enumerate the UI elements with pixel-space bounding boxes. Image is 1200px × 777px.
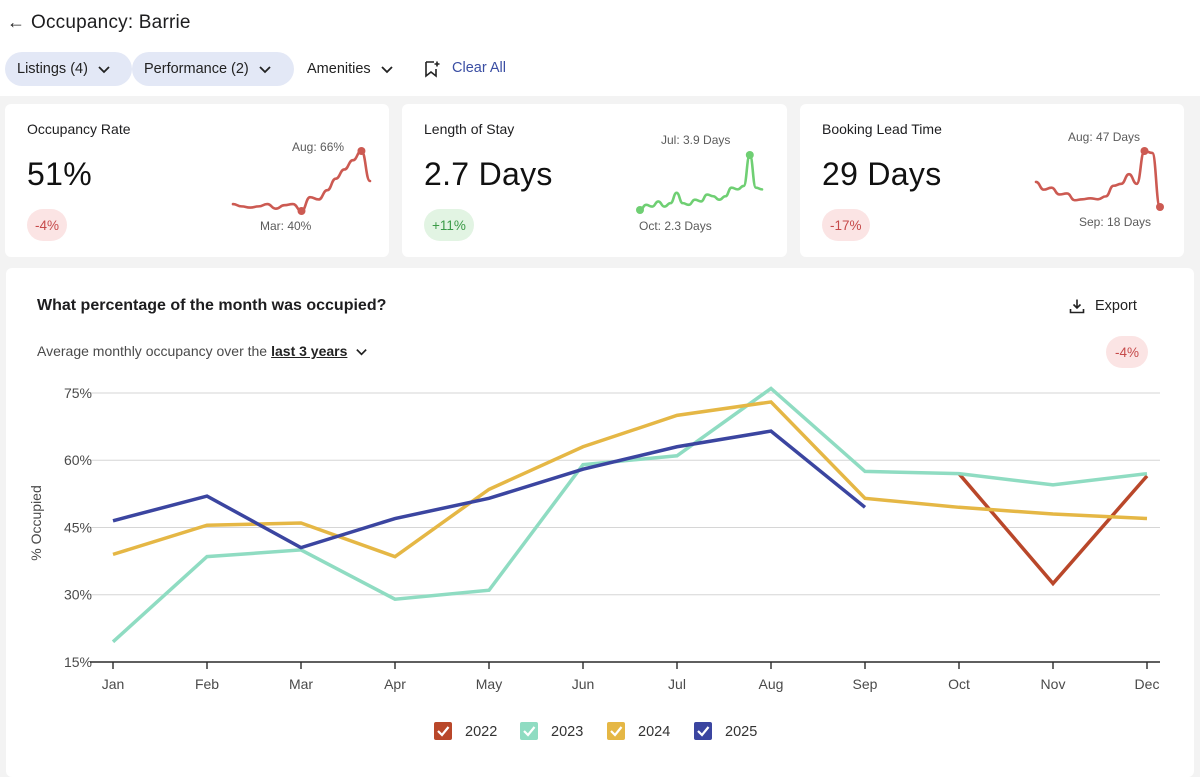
spark-max-label: Jul: 3.9 Days <box>661 133 731 147</box>
period-selector[interactable]: last 3 years <box>271 343 348 359</box>
filter-listings[interactable]: Listings (4) <box>5 52 132 86</box>
y-tick-label: 15% <box>64 654 92 670</box>
filter-amenities-label: Amenities <box>307 61 371 77</box>
spark-min-label: Mar: 40% <box>260 219 312 233</box>
legend-checkbox <box>434 722 452 740</box>
change-badge: -4% <box>27 209 68 241</box>
change-badge: -17% <box>822 209 870 241</box>
x-tick-label: Sep <box>853 676 878 692</box>
legend-label: 2025 <box>725 724 757 740</box>
check-icon <box>697 726 710 737</box>
download-icon <box>1069 299 1085 314</box>
x-tick-label: Jan <box>102 676 125 692</box>
legend-item-2024[interactable]: 2024 <box>607 722 670 740</box>
card-length-of-stay: Length of Stay 2.7 Days +11% Jul: 3.9 Da… <box>402 104 787 257</box>
x-tick-label: May <box>476 676 502 692</box>
clear-all-link[interactable]: Clear All <box>452 60 506 76</box>
arrow-left-icon[interactable]: ← <box>7 12 25 32</box>
check-icon <box>523 726 536 737</box>
card-booking-lead-time: Booking Lead Time 29 Days -17% Aug: 47 D… <box>800 104 1184 257</box>
chevron-down-icon <box>381 66 393 74</box>
series-line-2022 <box>957 472 1149 587</box>
bookmark-add-icon[interactable] <box>423 60 441 78</box>
chart-subtitle-text: Average monthly occupancy over the <box>37 343 268 359</box>
y-axis-label: % Occupied <box>28 485 44 560</box>
card-label: Length of Stay <box>424 121 515 137</box>
card-value: 2.7 Days <box>424 156 553 192</box>
sparkline-max-point <box>745 151 754 159</box>
spark-max-label: Aug: 66% <box>292 140 345 154</box>
sparkline <box>231 147 372 215</box>
filter-performance[interactable]: Performance (2) <box>132 52 294 86</box>
change-badge: +11% <box>424 209 474 241</box>
card-label: Booking Lead Time <box>822 121 942 137</box>
sparkline <box>1034 147 1164 211</box>
check-icon <box>437 726 450 737</box>
sparkline-max-point <box>1140 147 1149 155</box>
x-tick-label: Jul <box>668 676 686 692</box>
sparkline-min-point <box>297 207 306 215</box>
spark-min-label: Sep: 18 Days <box>1079 215 1152 229</box>
sparkline-min-point <box>636 206 644 214</box>
y-tick-label: 75% <box>64 385 92 401</box>
chevron-down-icon[interactable] <box>355 345 368 358</box>
chart-title: What percentage of the month was occupie… <box>37 297 387 314</box>
spark-min-label: Oct: 2.3 Days <box>639 219 712 233</box>
legend-checkbox <box>694 722 712 740</box>
x-tick-label: Oct <box>948 676 970 692</box>
legend-item-2022[interactable]: 2022 <box>434 722 497 740</box>
export-button[interactable]: Export <box>1069 298 1137 314</box>
chart-change-badge: -4% <box>1106 336 1149 368</box>
card-value: 51% <box>27 156 92 192</box>
series-line-2023 <box>111 386 1148 644</box>
spark-max-label: Aug: 47 Days <box>1068 130 1141 144</box>
x-tick-label: Apr <box>384 676 406 692</box>
sparkline-path <box>231 149 372 213</box>
sparkline-path <box>638 153 764 212</box>
legend-checkbox <box>607 722 625 740</box>
card-value: 29 Days <box>822 156 942 192</box>
series-line-2024 <box>112 400 1148 559</box>
sparkline <box>636 151 764 214</box>
legend-label: 2023 <box>551 724 583 740</box>
occupancy-chart-panel: What percentage of the month was occupie… <box>6 268 1194 777</box>
legend-label: 2022 <box>465 724 497 740</box>
y-tick-label: 30% <box>64 587 92 603</box>
occupancy-line-chart: 15% 30% 45% 60% 75% % Occupied Jan Feb Mar Apr May… <box>28 385 1160 740</box>
chevron-down-icon <box>98 66 110 74</box>
export-label: Export <box>1095 298 1137 314</box>
x-tick-label: Aug <box>759 676 784 692</box>
page-title: Occupancy: Barrie <box>31 12 191 33</box>
x-tick-label: Jun <box>572 676 595 692</box>
filter-performance-label: Performance (2) <box>144 61 249 77</box>
card-label: Occupancy Rate <box>27 121 131 137</box>
filter-amenities[interactable]: Amenities <box>295 52 410 86</box>
card-occupancy-rate: Occupancy Rate 51% -4% Aug: 66% Mar: 40% <box>5 104 389 257</box>
x-tick-label: Feb <box>195 676 219 692</box>
sparkline-min-point <box>1156 203 1164 211</box>
top-bar: ← Occupancy: Barrie Listings (4) Perform… <box>0 0 1200 96</box>
chart-subtitle: Average monthly occupancy over the last … <box>37 343 368 359</box>
legend-label: 2024 <box>638 724 670 740</box>
y-tick-label: 60% <box>64 452 92 468</box>
check-icon <box>610 726 623 737</box>
x-tick-label: Dec <box>1135 676 1160 692</box>
legend-checkbox <box>520 722 538 740</box>
chevron-down-icon <box>259 66 271 74</box>
legend-item-2023[interactable]: 2023 <box>520 722 583 740</box>
sparkline-max-point <box>357 147 366 155</box>
sparkline-path <box>1034 149 1162 209</box>
y-tick-label: 45% <box>64 519 92 535</box>
series-line-2025 <box>112 429 867 550</box>
filter-listings-label: Listings (4) <box>17 61 88 77</box>
x-tick-label: Nov <box>1041 676 1066 692</box>
x-tick-label: Mar <box>289 676 313 692</box>
legend-item-2025[interactable]: 2025 <box>694 722 757 740</box>
